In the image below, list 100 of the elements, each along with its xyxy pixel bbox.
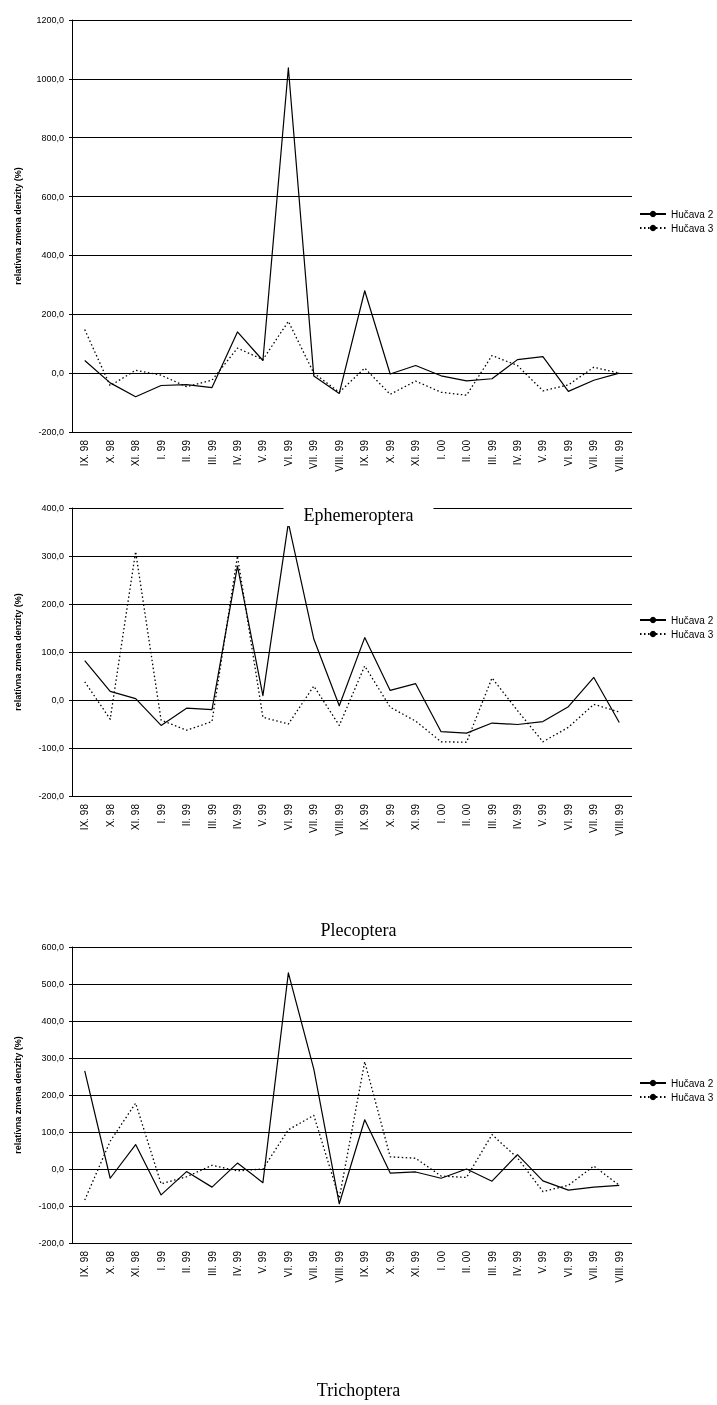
y-tick-label: 1200,0	[36, 15, 64, 25]
text: Trichoptera	[316, 1380, 401, 1400]
x-tick-label: VI. 99	[562, 439, 574, 467]
x-tick-label: VI. 99	[562, 803, 574, 831]
legend-label: Hučava 2	[671, 208, 714, 220]
x-tick-label: VI. 99	[282, 803, 294, 831]
x-tick-label: I. 00	[435, 1250, 447, 1271]
x-tick-label: XI. 98	[130, 803, 142, 831]
x-tick-label: V. 99	[537, 803, 549, 827]
x-tick-label: VII. 99	[588, 1250, 600, 1280]
y-tick-label: 100,0	[41, 1127, 64, 1137]
y-tick-label: -100,0	[38, 1201, 64, 1211]
legend-label: Hučava 2	[671, 614, 714, 626]
x-tick-label: III. 99	[486, 803, 498, 830]
y-tick-label: 0,0	[51, 1164, 64, 1174]
y-tick-label: 400,0	[41, 1016, 64, 1026]
x-tick-label: VI. 99	[282, 439, 294, 467]
x-tick-label: X. 98	[104, 803, 116, 828]
x-tick-label: VII. 99	[588, 439, 600, 469]
x-tick-label: IX. 98	[79, 439, 91, 467]
x-tick-label: VII. 99	[588, 803, 600, 833]
legend-label: Hučava 3	[671, 222, 714, 234]
x-tick-label: XI. 99	[410, 803, 422, 831]
x-tick-label: V. 99	[537, 1250, 549, 1274]
y-tick-label: -100,0	[38, 743, 64, 753]
legend-label: Hučava 2	[671, 1077, 714, 1089]
x-tick-label: V. 99	[257, 803, 269, 827]
x-tick-label: VIII. 99	[613, 1250, 625, 1283]
x-tick-label: IV. 99	[231, 803, 243, 830]
x-tick-label: X. 99	[384, 803, 396, 828]
x-tick-label: VI. 99	[282, 1250, 294, 1278]
x-tick-label: IX. 99	[359, 1250, 371, 1278]
x-tick-label: I. 00	[435, 803, 447, 824]
x-tick-label: VIII. 99	[613, 803, 625, 836]
y-tick-label: 1000,0	[36, 73, 64, 84]
y-tick-label: 600,0	[41, 191, 64, 202]
y-tick-label: 100,0	[41, 647, 64, 657]
y-axis-title: relatívna zmena denzity (%)	[12, 1036, 23, 1154]
legend-label: Hučava 3	[671, 1091, 714, 1103]
x-tick-label: I. 99	[155, 439, 167, 460]
y-tick-label: 400,0	[41, 503, 64, 513]
y-tick-label: 0,0	[51, 368, 64, 379]
y-axis-title: relatívna zmena denzity (%)	[12, 593, 23, 711]
y-axis-title: relatívna zmena denzity (%)	[12, 167, 23, 285]
x-tick-label: X. 99	[384, 1250, 396, 1275]
x-tick-label: II. 00	[461, 803, 473, 827]
x-tick-label: IV. 99	[511, 439, 523, 466]
x-tick-label: X. 99	[384, 439, 396, 464]
x-tick-label: I. 99	[155, 1250, 167, 1271]
y-tick-label: -200,0	[38, 1238, 64, 1248]
x-tick-label: II. 99	[181, 1250, 193, 1274]
y-tick-label: 300,0	[41, 1053, 64, 1063]
y-tick-label: 200,0	[41, 599, 64, 609]
x-tick-label: III. 99	[486, 1250, 498, 1277]
x-tick-label: VI. 99	[562, 1250, 574, 1278]
x-tick-label: IX. 99	[359, 803, 371, 831]
x-tick-label: VII. 99	[308, 803, 320, 833]
x-tick-label: I. 99	[155, 803, 167, 824]
x-tick-label: VIII. 99	[333, 439, 345, 472]
legend-label: Hučava 3	[671, 628, 714, 640]
y-tick-label: 200,0	[41, 309, 64, 320]
y-tick-label: 200,0	[41, 1090, 64, 1100]
x-tick-label: X. 98	[104, 1250, 116, 1275]
text: Plecoptera	[320, 920, 397, 940]
x-tick-label: V. 99	[257, 439, 269, 463]
x-tick-label: III. 99	[486, 439, 498, 466]
x-tick-label: VII. 99	[308, 439, 320, 469]
x-tick-label: II. 99	[181, 439, 193, 463]
x-tick-label: III. 99	[206, 803, 218, 830]
y-tick-label: -200,0	[38, 791, 64, 801]
x-tick-label: II. 99	[181, 803, 193, 827]
x-tick-label: II. 00	[461, 439, 473, 463]
y-tick-label: 400,0	[41, 250, 64, 261]
x-tick-label: XI. 99	[410, 439, 422, 467]
x-tick-label: IV. 99	[231, 439, 243, 466]
x-tick-label: VIII. 99	[333, 803, 345, 836]
x-tick-label: III. 99	[206, 439, 218, 466]
x-tick-label: VIII. 99	[333, 1250, 345, 1283]
x-tick-label: IV. 99	[511, 1250, 523, 1277]
x-tick-label: IX. 98	[79, 1250, 91, 1278]
y-tick-label: -200,0	[38, 427, 64, 437]
x-tick-label: VII. 99	[308, 1250, 320, 1280]
y-tick-label: 500,0	[41, 979, 64, 989]
y-tick-label: 300,0	[41, 551, 64, 561]
text: Ephemeroptera	[303, 505, 414, 525]
x-tick-label: I. 00	[435, 439, 447, 460]
x-tick-label: IV. 99	[511, 803, 523, 830]
y-tick-label: 0,0	[51, 695, 64, 705]
x-tick-label: VIII. 99	[613, 439, 625, 472]
x-tick-label: IX. 99	[359, 439, 371, 467]
x-tick-label: V. 99	[257, 1250, 269, 1274]
x-tick-label: XI. 98	[130, 439, 142, 467]
y-tick-label: 600,0	[41, 942, 64, 952]
x-tick-label: III. 99	[206, 1250, 218, 1277]
x-tick-label: XI. 98	[130, 1250, 142, 1278]
y-tick-label: 800,0	[41, 132, 64, 143]
x-tick-label: V. 99	[537, 439, 549, 463]
x-tick-label: XI. 99	[410, 1250, 422, 1278]
x-tick-label: IX. 98	[79, 803, 91, 831]
x-tick-label: X. 98	[104, 439, 116, 464]
